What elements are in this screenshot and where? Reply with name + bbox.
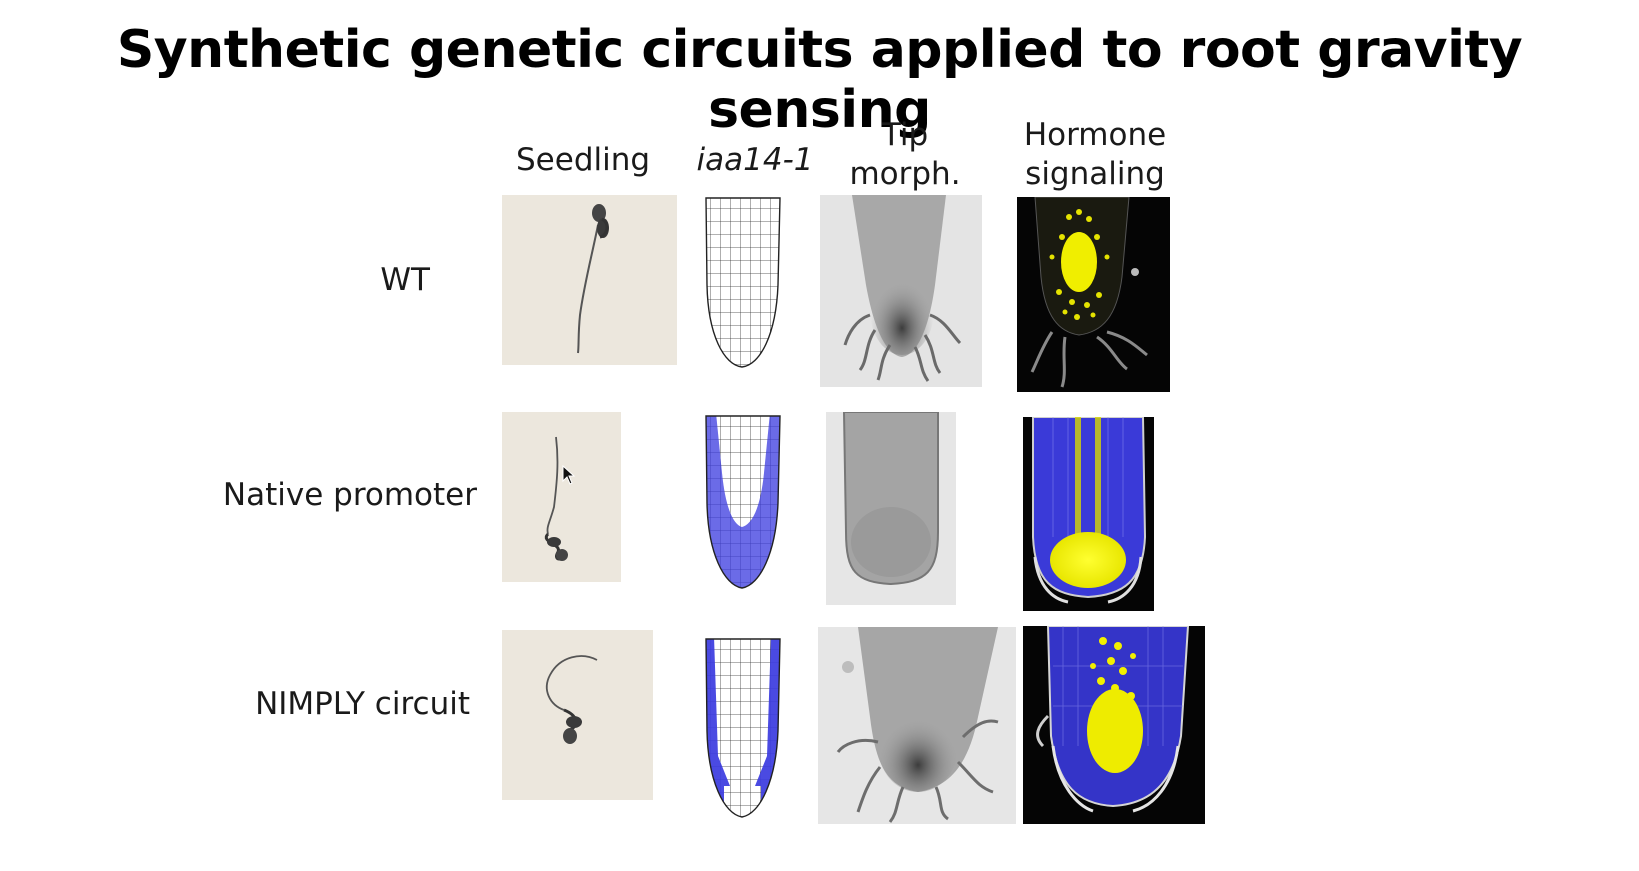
hormone-signaling-wt: [1017, 197, 1170, 392]
column-header-tip-line1: Tip: [881, 117, 929, 153]
column-header-hormone-line2: signaling: [1025, 156, 1165, 192]
column-header-tip-line2: morph.: [849, 156, 961, 192]
column-header-hormone-line1: Hormone: [1023, 117, 1167, 153]
tip-micrograph-native-promoter: [826, 412, 956, 605]
hormone-signaling-native-promoter: [1023, 417, 1154, 611]
row-label-wt: WT: [380, 262, 430, 298]
hormone-signaling-nimply-circuit: [1023, 626, 1205, 824]
column-header-tip-morph: Tip morph.: [830, 116, 980, 194]
mouse-pointer-icon: [562, 465, 576, 485]
slide-title: Synthetic genetic circuits applied to ro…: [116, 20, 1523, 140]
root-diagram-native-promoter: [700, 413, 785, 591]
tip-micrograph-wt: [820, 195, 982, 387]
seedling-image-nimply-circuit: [502, 630, 653, 800]
column-header-iaa14-1: iaa14-1: [696, 142, 814, 178]
root-diagram-wt: [700, 195, 785, 370]
seedling-image-wt: [502, 195, 677, 365]
row-label-native-promoter: Native promoter: [222, 477, 477, 513]
column-header-seedling: Seedling: [516, 142, 651, 178]
tip-micrograph-nimply-circuit: [818, 627, 1016, 824]
row-label-nimply-circuit: NIMPLY circuit: [255, 686, 470, 722]
seedling-image-native-promoter: [502, 412, 621, 582]
column-header-hormone-signaling: Hormone signaling: [1005, 116, 1185, 194]
root-diagram-nimply-circuit: [700, 636, 785, 821]
